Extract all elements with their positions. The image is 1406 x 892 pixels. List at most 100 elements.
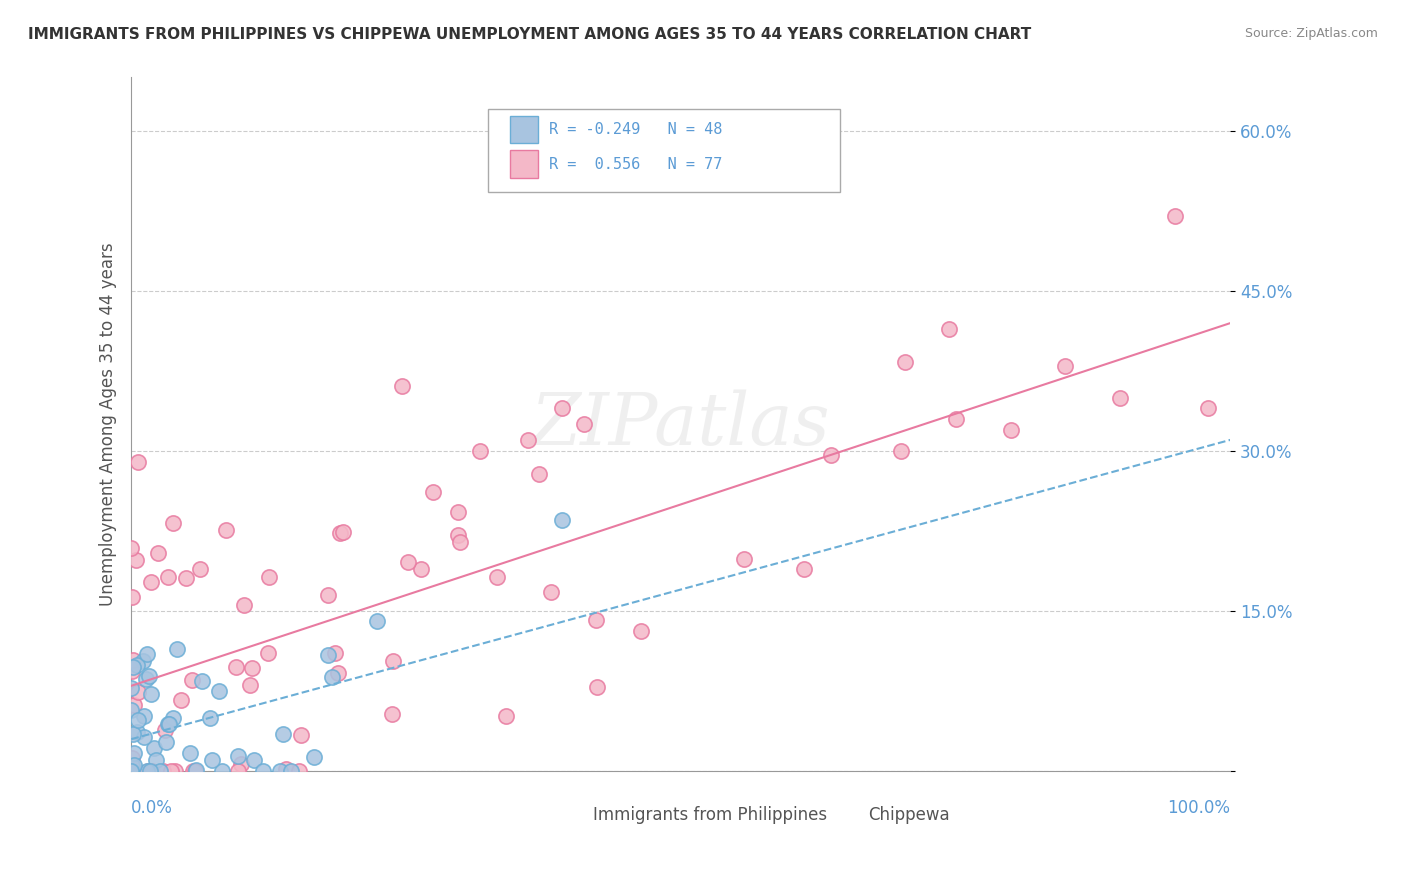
Point bbox=[198, 711, 221, 725]
Point bbox=[121, 590, 143, 604]
Point bbox=[139, 764, 162, 779]
Point bbox=[225, 660, 247, 674]
Point bbox=[257, 570, 280, 584]
Point bbox=[162, 711, 184, 725]
Point bbox=[136, 648, 159, 662]
Point bbox=[411, 562, 433, 576]
Point bbox=[127, 684, 149, 698]
Point bbox=[495, 709, 517, 723]
Point bbox=[139, 574, 162, 589]
Text: R =  0.556   N = 77: R = 0.556 N = 77 bbox=[548, 157, 723, 171]
Point bbox=[329, 526, 352, 541]
Point bbox=[447, 505, 470, 519]
Point bbox=[229, 757, 252, 772]
Point bbox=[630, 624, 652, 639]
Point bbox=[143, 740, 166, 755]
Point bbox=[1197, 401, 1219, 416]
Point bbox=[120, 764, 142, 779]
Point bbox=[139, 688, 162, 702]
Text: Immigrants from Philippines: Immigrants from Philippines bbox=[593, 806, 827, 824]
Point bbox=[316, 648, 339, 662]
Point bbox=[121, 659, 143, 673]
Point bbox=[201, 753, 224, 767]
Point bbox=[132, 730, 155, 744]
Point bbox=[793, 562, 815, 576]
Point bbox=[252, 764, 274, 779]
Point bbox=[157, 717, 180, 731]
FancyBboxPatch shape bbox=[548, 806, 576, 830]
Point bbox=[449, 535, 471, 549]
Point bbox=[120, 703, 142, 717]
Point bbox=[585, 613, 607, 627]
Point bbox=[820, 448, 842, 462]
FancyBboxPatch shape bbox=[510, 116, 538, 144]
Point bbox=[486, 570, 509, 584]
Point bbox=[148, 546, 170, 560]
Point bbox=[181, 764, 204, 779]
Point bbox=[240, 661, 263, 675]
Point bbox=[323, 646, 346, 660]
Point bbox=[122, 698, 145, 712]
Point bbox=[124, 764, 146, 779]
Point bbox=[391, 378, 413, 392]
Point bbox=[156, 570, 179, 584]
Point bbox=[1109, 391, 1132, 405]
Point bbox=[208, 684, 231, 698]
Text: IMMIGRANTS FROM PHILIPPINES VS CHIPPEWA UNEMPLOYMENT AMONG AGES 35 TO 44 YEARS C: IMMIGRANTS FROM PHILIPPINES VS CHIPPEWA … bbox=[28, 27, 1032, 42]
Point bbox=[127, 713, 149, 727]
Point bbox=[132, 654, 155, 668]
Point bbox=[166, 641, 188, 656]
Point bbox=[366, 615, 388, 629]
Point bbox=[184, 764, 207, 779]
Point bbox=[188, 562, 211, 576]
Point bbox=[242, 753, 264, 767]
Point bbox=[280, 764, 302, 779]
Text: Chippewa: Chippewa bbox=[868, 806, 949, 824]
Point bbox=[155, 735, 177, 749]
Point bbox=[214, 523, 236, 537]
Point bbox=[120, 541, 142, 556]
Point bbox=[276, 762, 298, 776]
Point bbox=[332, 524, 354, 539]
Point bbox=[585, 680, 607, 694]
Point bbox=[181, 673, 204, 688]
Point bbox=[125, 658, 148, 673]
Point bbox=[153, 723, 176, 737]
Point bbox=[516, 433, 538, 447]
Point bbox=[121, 751, 143, 765]
Text: ZIPatlas: ZIPatlas bbox=[531, 389, 831, 459]
Point bbox=[540, 585, 562, 599]
Point bbox=[269, 764, 291, 779]
Point bbox=[226, 749, 249, 764]
Point bbox=[141, 764, 163, 779]
Point bbox=[890, 444, 912, 458]
Point bbox=[396, 555, 419, 569]
Point bbox=[945, 412, 967, 426]
Point bbox=[120, 681, 142, 695]
Point bbox=[120, 764, 142, 779]
Text: Source: ZipAtlas.com: Source: ZipAtlas.com bbox=[1244, 27, 1378, 40]
Point bbox=[290, 728, 312, 742]
Point bbox=[145, 753, 167, 767]
Point bbox=[122, 758, 145, 772]
Point bbox=[170, 693, 193, 707]
Point bbox=[271, 727, 294, 741]
Point bbox=[256, 646, 278, 660]
Point bbox=[211, 764, 233, 779]
Point bbox=[422, 485, 444, 500]
Y-axis label: Unemployment Among Ages 35 to 44 years: Unemployment Among Ages 35 to 44 years bbox=[100, 243, 117, 607]
Point bbox=[138, 669, 160, 683]
Point bbox=[122, 764, 145, 778]
Point bbox=[124, 746, 146, 760]
Point bbox=[1164, 209, 1187, 223]
Point bbox=[527, 467, 550, 481]
Point bbox=[121, 764, 143, 779]
Point bbox=[321, 670, 343, 684]
Point bbox=[157, 716, 180, 731]
Point bbox=[382, 654, 405, 668]
Point bbox=[136, 764, 159, 779]
Point bbox=[160, 764, 183, 779]
Point bbox=[125, 724, 148, 739]
Point bbox=[127, 455, 149, 469]
Point bbox=[190, 674, 212, 689]
